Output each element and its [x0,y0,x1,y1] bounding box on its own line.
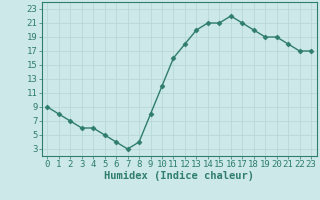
X-axis label: Humidex (Indice chaleur): Humidex (Indice chaleur) [104,171,254,181]
